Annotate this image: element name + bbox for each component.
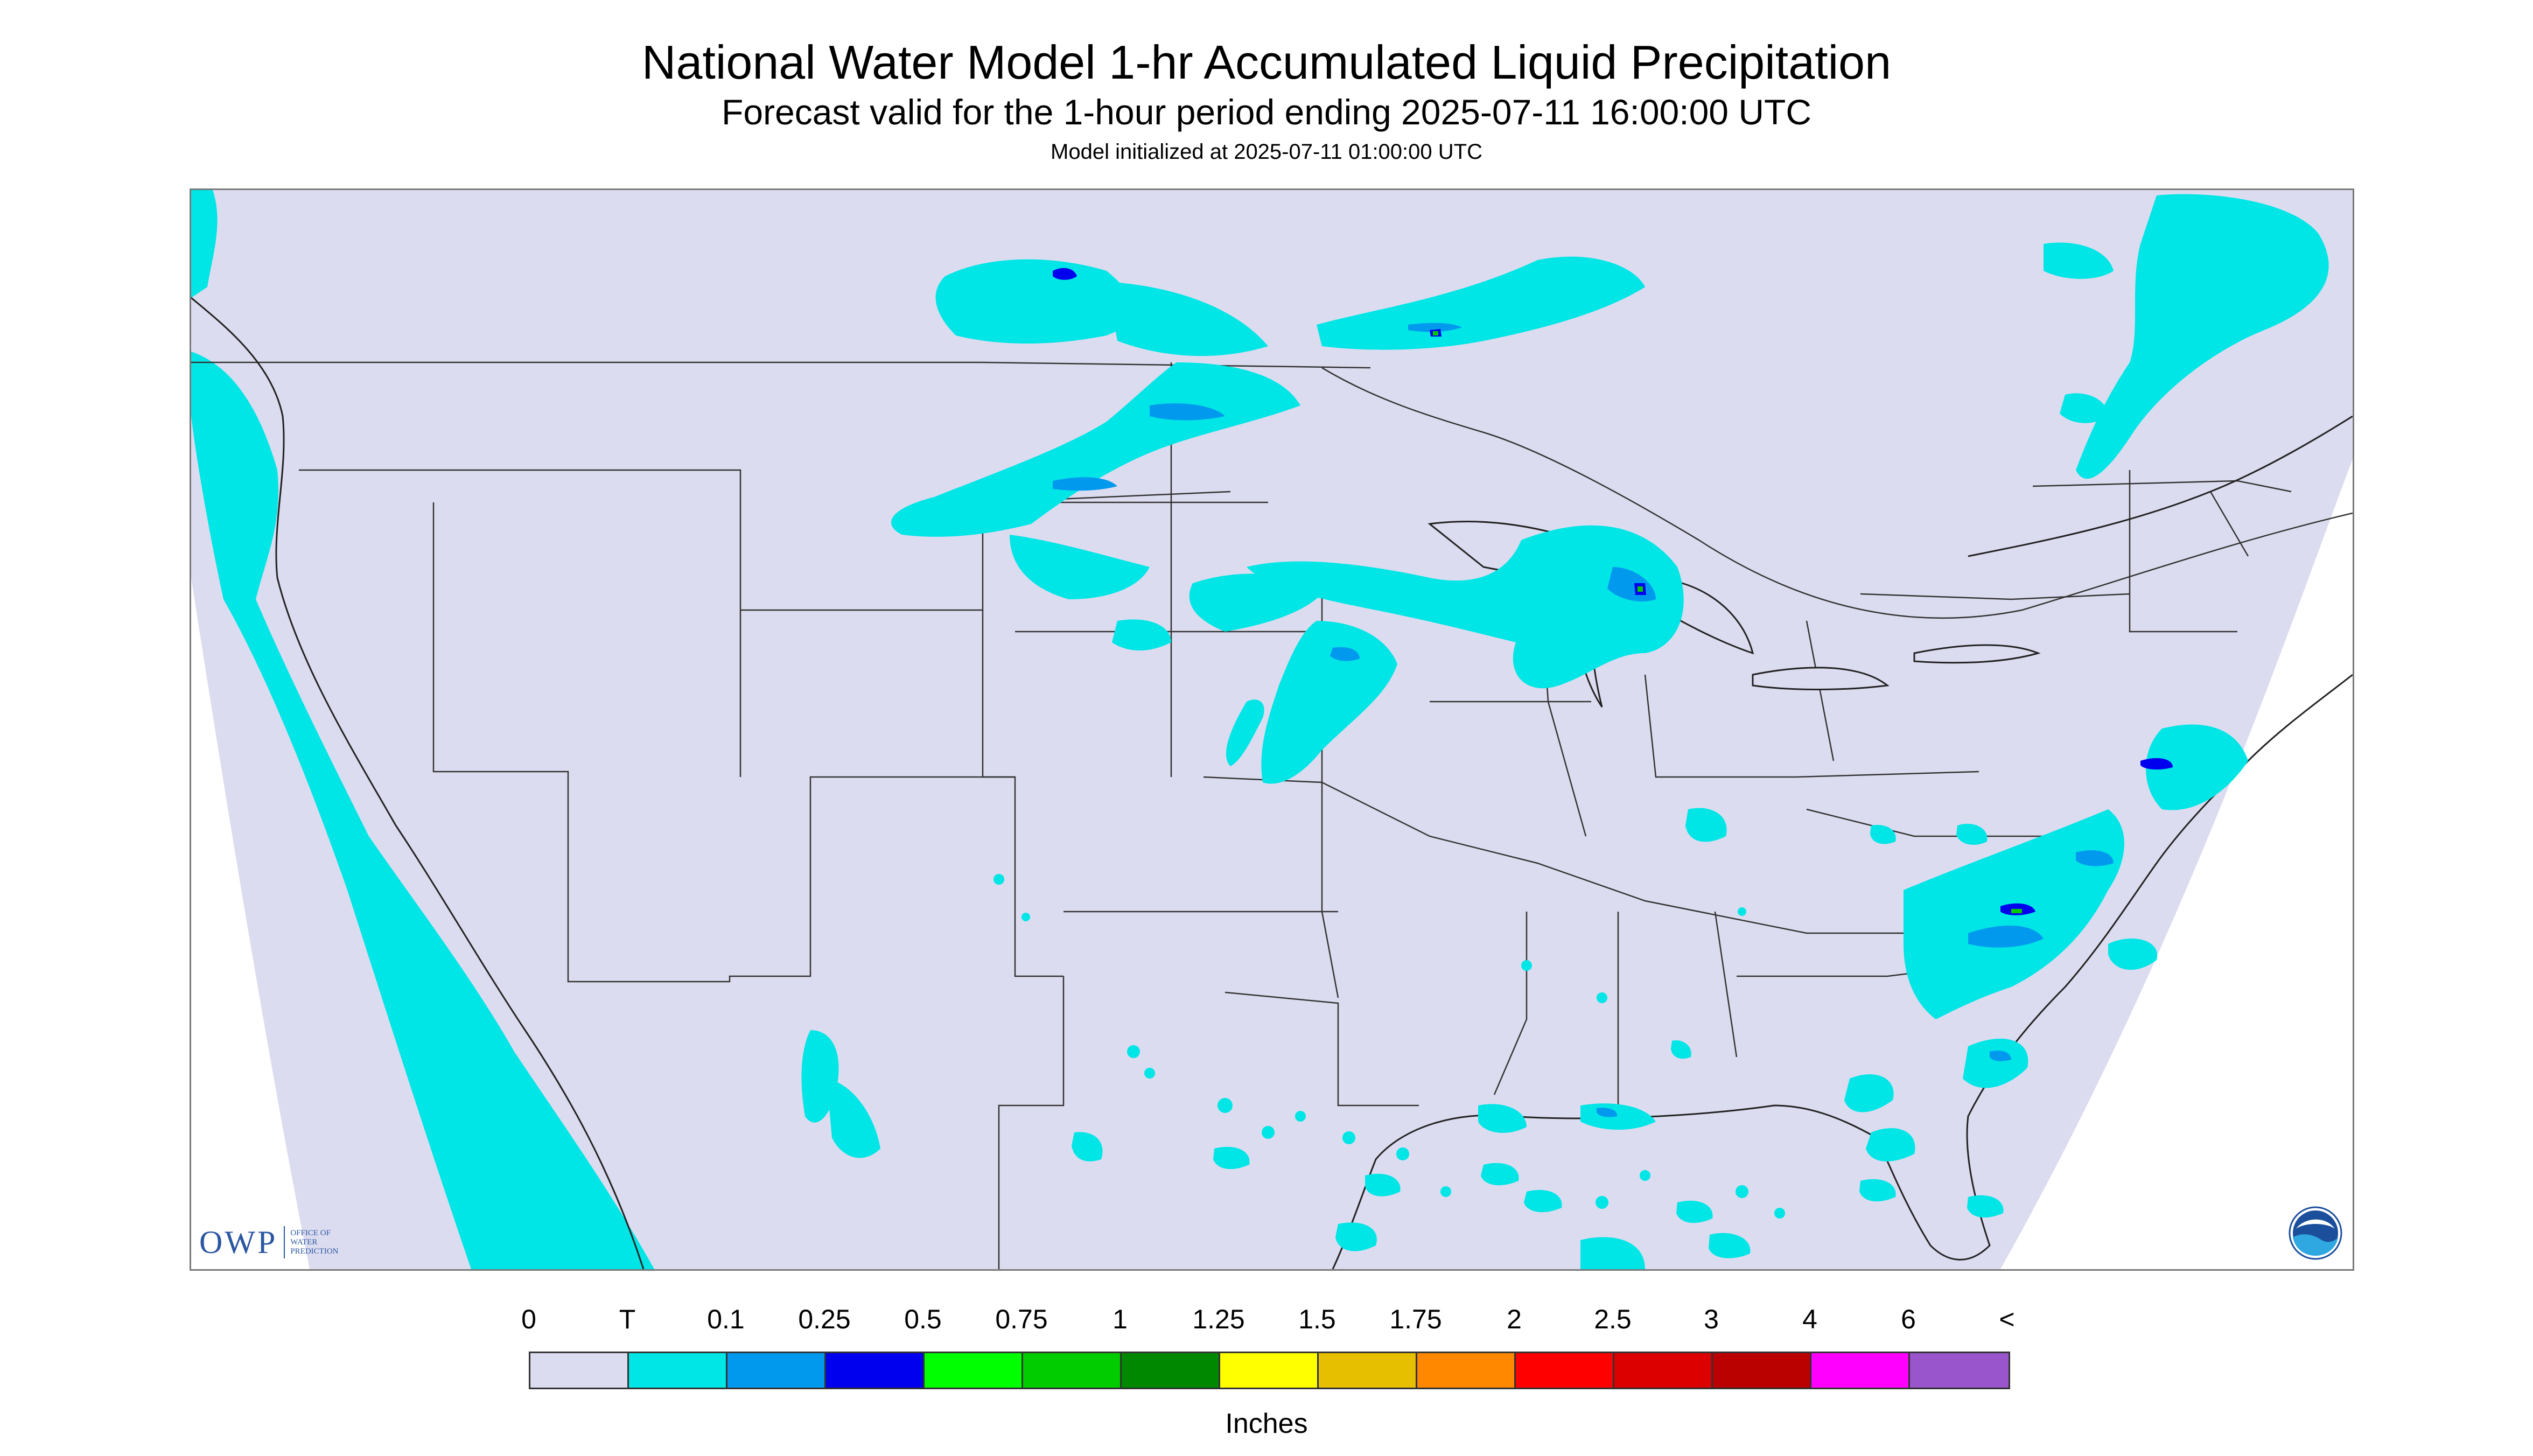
legend-tick-label: 1.75 [1389,1304,1442,1334]
owp-logo-abbrev: OWP [199,1224,278,1260]
legend-tick-label: 6 [1901,1304,1916,1334]
noaa-logo: NOAA [2289,1206,2342,1260]
forecast-valid-subtitle: Forecast valid for the 1-hour period end… [722,92,1811,132]
legend-swatch [925,1353,1023,1388]
legend-tick-label: 0.75 [995,1304,1048,1334]
midwest-precip [1226,621,1397,784]
scattered-trace-cells [993,874,1785,1219]
southwest-precip [801,808,1988,1161]
state-boundaries [191,361,2292,1269]
noaa-emblem-icon: NOAA [2289,1206,2342,1260]
legend-swatch [1122,1353,1220,1388]
owp-logo: OWP OFFICE OF WATER PREDICTION [199,1222,339,1262]
legend-tick-label: 0.5 [904,1304,942,1334]
legend-swatch [826,1353,925,1388]
precipitation-map [190,188,2354,1271]
legend-colorbar [529,1352,2010,1389]
florida-gulf-precip [1213,1038,2028,1269]
legend-swatch [1811,1353,1910,1388]
legend-swatch [1516,1353,1614,1388]
legend-swatch [1614,1353,1713,1388]
legend-tick-label: 0.1 [707,1304,745,1334]
legend-tick-label: T [619,1304,636,1334]
legend-tick-label: 2.5 [1594,1304,1632,1334]
legend-tick-label: 1 [1112,1304,1128,1334]
legend-tick-labels: 0 T 0.1 0.25 0.5 0.75 1 1.25 1.5 1.75 2 2.5 3 4 6 < [0,1303,2533,1341]
owp-logo-line2: WATER [290,1237,318,1247]
legend-swatch [629,1353,727,1388]
great-lakes-precip [1112,525,1684,689]
legend-swatch [1023,1353,1122,1388]
legend-swatch [1220,1353,1319,1388]
legend-swatch [530,1353,629,1388]
map-title: National Water Model 1-hr Accumulated Li… [641,36,1892,89]
atlantic-precip [1904,724,2248,1019]
legend-tick-label: 0.25 [798,1304,851,1334]
legend-tick-label: 3 [1704,1304,1719,1334]
legend-swatch [1910,1353,2009,1388]
pacific-precip-area [191,352,654,1269]
legend-swatch [1417,1353,1516,1388]
upper-midwest-precip [1317,256,1645,350]
st-lawrence-coast [1968,415,2353,557]
owp-logo-divider [284,1226,285,1258]
west-coastline [191,297,645,1269]
legend-swatch [727,1353,826,1388]
legend-tick-label: 0 [521,1304,536,1334]
owp-logo-line1: OFFICE OF [290,1228,331,1237]
legend-tick-label: 1.25 [1192,1304,1245,1334]
international-border [1321,367,2353,619]
pacific-precip-strip [191,190,218,298]
northeast-canada-precip [2044,194,2329,479]
legend-tick-label: 2 [1507,1304,1522,1334]
owp-logo-fullname: OFFICE OF WATER PREDICTION [290,1229,338,1256]
legend-swatch [1319,1353,1417,1388]
legend-tick-label: 4 [1802,1304,1817,1334]
legend-units-label: Inches [1225,1408,1308,1439]
noaa-logo-label: NOAA [2306,1224,2326,1231]
model-init-label: Model initialized at 2025-07-11 01:00:00… [1051,140,1482,164]
map-canvas [191,190,2353,1269]
legend-tick-label: 1.5 [1298,1304,1336,1334]
legend-swatch [1713,1353,1811,1388]
northern-plains-precip [891,259,1300,599]
owp-logo-line3: PREDICTION [290,1247,339,1256]
legend-tick-label: < [1999,1304,2015,1334]
